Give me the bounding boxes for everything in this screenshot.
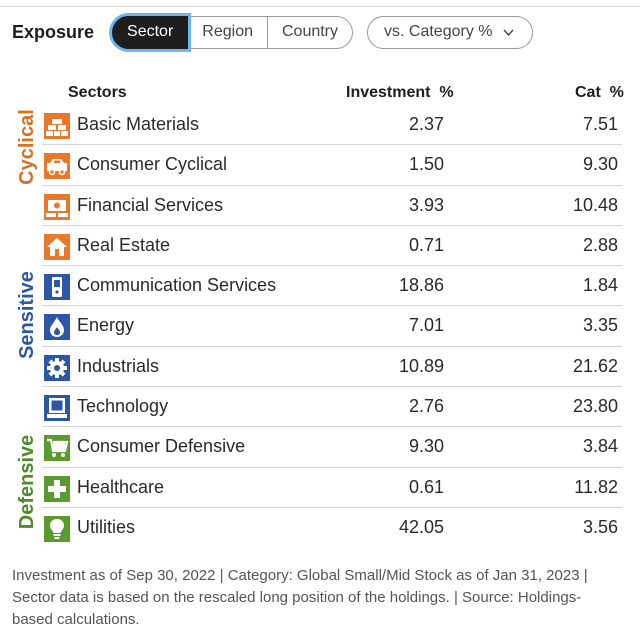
group-label-sensitive: Sensitive <box>16 271 38 359</box>
group-label-defensive: Defensive <box>16 434 38 530</box>
exposure-header: Exposure Sector Region Country vs. Categ… <box>12 15 533 49</box>
gear-icon <box>44 354 70 381</box>
table-row: Consumer Defensive 9.30 3.84 <box>42 427 622 468</box>
category-value: 9.30 <box>582 154 618 175</box>
category-value: 3.84 <box>582 436 618 457</box>
exposure-title: Exposure <box>12 21 95 42</box>
investment-value: 0.71 <box>408 234 444 255</box>
house-icon <box>44 233 70 260</box>
top-divider <box>0 6 640 7</box>
category-value: 11.82 <box>574 476 618 497</box>
investment-value: 2.37 <box>408 114 444 134</box>
sector-name: Technology <box>77 396 169 417</box>
exposure-tabs: Sector Region Country <box>112 15 354 49</box>
category-value: 10.48 <box>572 194 618 215</box>
sector-table: Basic Materials 2.37 7.51 Consumer Cycli… <box>42 105 622 548</box>
sector-name: Energy <box>77 315 135 336</box>
investment-value: 0.61 <box>408 476 444 497</box>
category-value: 21.62 <box>572 355 618 376</box>
sector-name: Industrials <box>77 355 160 376</box>
sector-name: Healthcare <box>77 476 165 497</box>
table-row: Utilities 42.05 3.56 <box>42 508 622 548</box>
flame-icon <box>44 314 70 341</box>
cart-icon <box>44 435 70 462</box>
group-label-cyclical: Cyclical <box>16 109 38 185</box>
category-value: 1.84 <box>582 275 618 296</box>
investment-value: 42.05 <box>398 516 444 537</box>
investment-value: 3.93 <box>408 194 444 215</box>
column-header-category: Cat % <box>575 84 624 101</box>
table-row: Financial Services 3.93 10.48 <box>42 186 622 226</box>
table-row: Consumer Cyclical 1.50 9.30 <box>42 145 622 186</box>
category-value: 2.88 <box>582 234 618 255</box>
sector-name: Utilities <box>77 516 136 537</box>
column-header-investment: Investment % <box>346 84 454 101</box>
car-icon <box>44 153 70 180</box>
chevron-down-icon <box>502 29 514 36</box>
investment-value: 18.86 <box>398 275 444 296</box>
investment-value: 10.89 <box>398 355 444 376</box>
category-value: 7.51 <box>582 114 618 134</box>
sector-name: Communication Services <box>77 275 277 296</box>
sector-name: Financial Services <box>77 194 224 215</box>
investment-value: 7.01 <box>408 315 444 336</box>
compare-dropdown-value: vs. Category % <box>384 23 493 40</box>
table-row: Healthcare 0.61 11.82 <box>42 468 622 508</box>
compare-dropdown[interactable]: vs. Category % <box>367 15 533 49</box>
table-row: Technology 2.76 23.80 <box>42 387 622 428</box>
table-row: Real Estate 0.71 2.88 <box>42 226 622 267</box>
sector-name: Consumer Cyclical <box>77 154 228 175</box>
tab-sector[interactable]: Sector <box>112 15 189 49</box>
bulb-icon <box>44 515 70 542</box>
tab-region[interactable]: Region <box>188 15 268 49</box>
money-icon <box>44 193 70 220</box>
investment-value: 2.76 <box>408 396 444 417</box>
phone-icon <box>44 274 70 301</box>
sector-name: Real Estate <box>77 234 171 255</box>
investment-value: 9.30 <box>408 436 444 457</box>
category-value: 3.56 <box>582 516 618 537</box>
bricks-icon <box>44 113 70 139</box>
computer-icon <box>44 395 70 422</box>
table-row: Energy 7.01 3.35 <box>42 306 622 347</box>
cross-icon <box>44 475 70 502</box>
column-header-sectors: Sectors <box>68 84 127 101</box>
table-row: Communication Services 18.86 1.84 <box>42 266 622 307</box>
category-value: 23.80 <box>572 396 618 417</box>
category-value: 3.35 <box>582 315 618 336</box>
tab-country[interactable]: Country <box>267 15 354 49</box>
footnote: Investment as of Sep 30, 2022 | Category… <box>12 567 588 628</box>
investment-value: 1.50 <box>408 154 444 175</box>
sector-name: Basic Materials <box>77 114 200 134</box>
table-row: Industrials 10.89 21.62 <box>42 347 622 388</box>
table-row: Basic Materials 2.37 7.51 <box>42 105 622 146</box>
sector-name: Consumer Defensive <box>77 436 246 457</box>
